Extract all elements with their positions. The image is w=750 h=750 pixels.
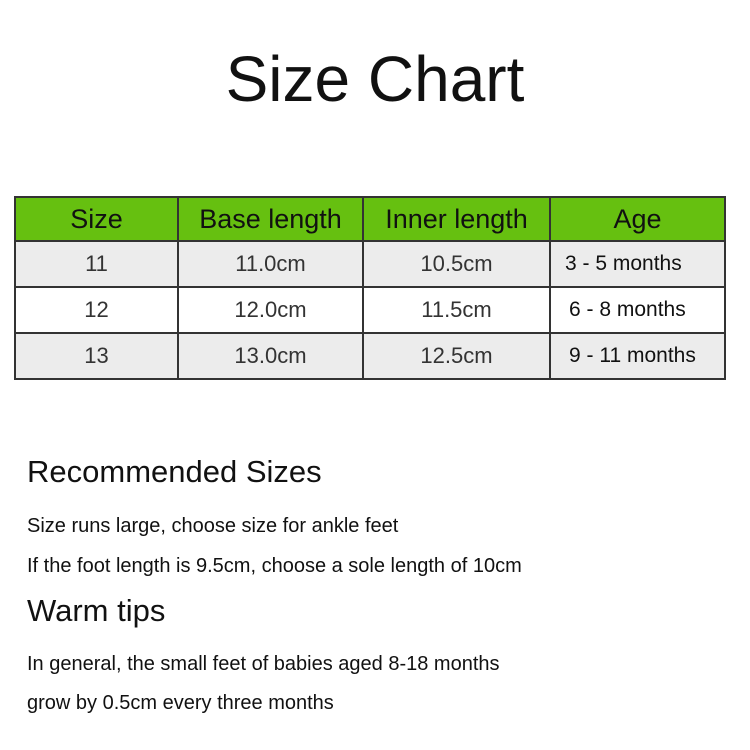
cell-age: 3 - 5 months <box>549 240 726 288</box>
tips-line: grow by 0.5cm every three months <box>27 692 334 714</box>
tips-heading: Warm tips <box>27 593 166 628</box>
header-base-length: Base length <box>177 196 364 242</box>
header-age: Age <box>549 196 726 242</box>
table-row: 13 13.0cm 12.5cm 9 - 11 months <box>14 332 726 380</box>
recommended-line: If the foot length is 9.5cm, choose a so… <box>27 555 522 577</box>
tips-line: In general, the small feet of babies age… <box>27 653 500 675</box>
cell-age: 9 - 11 months <box>549 332 726 380</box>
cell-inner-length: 12.5cm <box>362 332 551 380</box>
cell-inner-length: 11.5cm <box>362 286 551 334</box>
table-header-row: Size Base length Inner length Age <box>14 196 726 242</box>
cell-size: 11 <box>14 240 179 288</box>
table-row: 11 11.0cm 10.5cm 3 - 5 months <box>14 240 726 288</box>
cell-base-length: 11.0cm <box>177 240 364 288</box>
cell-inner-length: 10.5cm <box>362 240 551 288</box>
cell-size: 12 <box>14 286 179 334</box>
cell-base-length: 12.0cm <box>177 286 364 334</box>
recommended-line: Size runs large, choose size for ankle f… <box>27 515 399 537</box>
cell-age: 6 - 8 months <box>549 286 726 334</box>
cell-base-length: 13.0cm <box>177 332 364 380</box>
recommended-heading: Recommended Sizes <box>27 454 322 489</box>
header-inner-length: Inner length <box>362 196 551 242</box>
table-row: 12 12.0cm 11.5cm 6 - 8 months <box>14 286 726 334</box>
page-title: Size Chart <box>225 43 525 115</box>
header-size: Size <box>14 196 179 242</box>
size-table: Size Base length Inner length Age 11 11.… <box>14 196 726 380</box>
cell-size: 13 <box>14 332 179 380</box>
